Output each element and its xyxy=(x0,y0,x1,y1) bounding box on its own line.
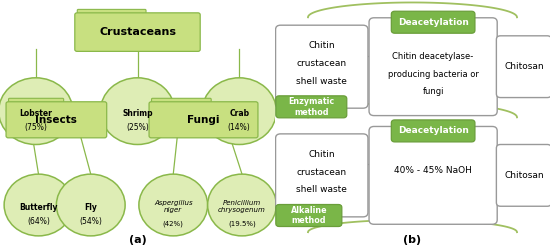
Text: Enzymatic
method: Enzymatic method xyxy=(288,97,334,117)
Circle shape xyxy=(56,174,125,236)
Text: shell waste: shell waste xyxy=(296,185,347,194)
Text: Deacetylation: Deacetylation xyxy=(398,18,469,27)
Text: shell waste: shell waste xyxy=(296,77,347,86)
Text: Butterfly: Butterfly xyxy=(19,203,58,212)
Text: crustacean: crustacean xyxy=(296,168,347,177)
FancyBboxPatch shape xyxy=(496,144,550,206)
Circle shape xyxy=(202,78,276,144)
FancyBboxPatch shape xyxy=(276,134,368,217)
Text: Deacetylation: Deacetylation xyxy=(398,126,469,135)
Text: (54%): (54%) xyxy=(79,217,102,226)
FancyBboxPatch shape xyxy=(276,25,368,108)
Text: (14%): (14%) xyxy=(228,123,251,132)
Circle shape xyxy=(0,78,73,144)
Text: Penicillium
chrysogenum: Penicillium chrysogenum xyxy=(218,200,266,213)
Text: Crustaceans: Crustaceans xyxy=(99,27,176,37)
Text: 40% - 45% NaOH: 40% - 45% NaOH xyxy=(394,166,472,175)
FancyBboxPatch shape xyxy=(276,205,342,226)
Text: (75%): (75%) xyxy=(24,123,47,132)
Text: Chitosan: Chitosan xyxy=(504,62,544,71)
FancyBboxPatch shape xyxy=(152,98,211,106)
Text: Lobster: Lobster xyxy=(19,109,52,118)
Text: Chitin: Chitin xyxy=(309,41,335,50)
Text: Fungi: Fungi xyxy=(187,115,220,125)
Text: crustacean: crustacean xyxy=(296,59,347,68)
Text: (b): (b) xyxy=(404,235,421,245)
Text: producing bacteria or: producing bacteria or xyxy=(388,70,478,79)
Text: Alkaline
method: Alkaline method xyxy=(290,206,327,225)
FancyBboxPatch shape xyxy=(276,96,346,118)
Text: fungi: fungi xyxy=(422,87,444,96)
FancyBboxPatch shape xyxy=(392,11,475,33)
FancyBboxPatch shape xyxy=(75,13,200,51)
FancyBboxPatch shape xyxy=(392,120,475,142)
Text: (64%): (64%) xyxy=(27,217,50,226)
Text: (19.5%): (19.5%) xyxy=(228,220,256,227)
FancyBboxPatch shape xyxy=(6,102,107,138)
Text: Aspergillus
niger: Aspergillus niger xyxy=(154,200,192,213)
Text: Insects: Insects xyxy=(35,115,78,125)
Circle shape xyxy=(208,174,276,236)
Text: Shrimp: Shrimp xyxy=(122,109,153,118)
FancyBboxPatch shape xyxy=(8,98,64,106)
Circle shape xyxy=(4,174,73,236)
Text: (a): (a) xyxy=(129,235,146,245)
Text: (42%): (42%) xyxy=(163,220,184,227)
Circle shape xyxy=(139,174,208,236)
FancyBboxPatch shape xyxy=(496,36,550,98)
Text: Chitosan: Chitosan xyxy=(504,171,544,180)
Text: (25%): (25%) xyxy=(126,123,149,132)
Text: Chitin: Chitin xyxy=(309,150,335,159)
Text: Chitin deacetylase-: Chitin deacetylase- xyxy=(393,52,474,61)
Circle shape xyxy=(100,78,175,144)
Text: Fly: Fly xyxy=(84,203,97,212)
FancyBboxPatch shape xyxy=(77,9,146,17)
FancyBboxPatch shape xyxy=(369,18,497,116)
FancyBboxPatch shape xyxy=(369,126,497,224)
FancyBboxPatch shape xyxy=(149,102,258,138)
Text: Crab: Crab xyxy=(229,109,249,118)
